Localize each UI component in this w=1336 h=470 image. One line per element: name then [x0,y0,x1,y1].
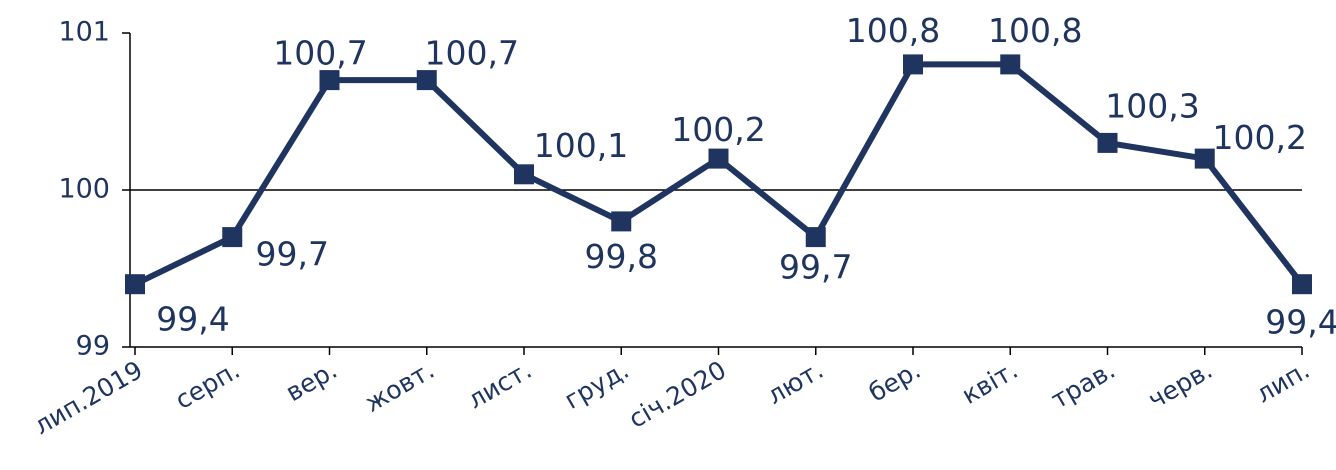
value-label: 99,8 [585,237,658,276]
value-label: 99,4 [156,300,229,339]
marker [1000,54,1021,75]
marker [1292,274,1312,295]
marker [1194,148,1215,169]
value-label: 100,7 [425,34,519,73]
x-tick-label: квіт. [957,355,1023,410]
marker [1097,132,1118,153]
value-label: 100,8 [988,11,1082,50]
marker [416,70,437,91]
x-tick-label: трав. [1046,355,1120,414]
value-label: 99,7 [779,248,852,287]
value-label: 100,2 [671,110,765,149]
value-label: 99,4 [1265,303,1336,342]
value-label: 100,1 [534,126,628,165]
y-tick-label: 100 [58,174,110,205]
x-tick-label: серп. [170,355,245,415]
x-tick-label: бер. [864,355,926,407]
value-label: 100,2 [1213,118,1307,157]
value-label: 100,3 [1105,86,1199,125]
x-tick-label: січ.2020 [624,355,731,434]
value-label: 99,7 [256,235,329,274]
marker [514,164,534,185]
x-tick-label: лип. [1251,355,1314,408]
marker [805,227,826,248]
y-tick-label: 101 [58,17,110,48]
x-tick-label: груд. [559,355,633,415]
x-tick-label: черв. [1143,355,1217,414]
value-label: 100,7 [273,34,367,73]
x-tick-label: лист. [463,355,537,414]
marker [903,54,923,75]
x-tick-label: лип.2019 [29,355,148,440]
marker [611,211,632,232]
x-tick-label: лют. [762,355,828,410]
x-tick-label: жовт. [360,355,440,418]
marker [319,70,340,91]
marker [125,274,145,295]
x-tick-label: вер. [281,355,342,407]
marker [222,227,243,248]
value-label: 100,8 [846,11,940,50]
y-tick-label: 99 [76,331,110,362]
marker [708,148,729,169]
